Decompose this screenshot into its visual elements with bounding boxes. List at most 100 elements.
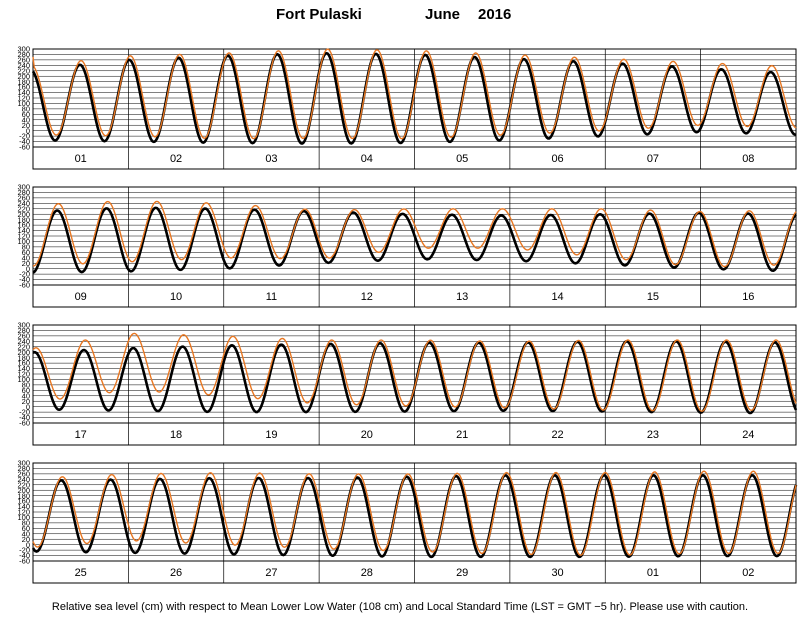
day-label: 26 [170,567,182,579]
y-tick-label: 160 [17,497,30,506]
day-label: 04 [361,153,373,165]
y-tick-label: 80 [22,104,30,113]
day-label: 02 [170,153,182,165]
y-tick-label: 100 [17,99,30,108]
panel-frame [32,186,797,308]
y-tick-label: 280 [17,188,30,197]
day-label: 16 [742,291,754,303]
y-tick-label: 180 [17,491,30,500]
y-tick-label: 80 [22,518,30,527]
tide-chart: 3002802602402202001801601401201008060402… [17,45,798,584]
y-tick-label: 120 [17,94,30,103]
panel-frame [32,48,797,170]
y-tick-label: 60 [22,248,30,257]
y-tick-label: 140 [17,364,30,373]
y-tick-label: 20 [22,259,30,268]
observed-series-line [32,48,797,140]
y-tick-label: 180 [17,215,30,224]
y-tick-label: -20 [19,408,30,417]
day-label: 05 [456,153,468,165]
y-tick-label: 300 [17,45,30,54]
day-label: 22 [551,429,563,441]
y-tick-label: 120 [17,370,30,379]
y-tick-label: 200 [17,210,30,219]
y-tick-label: 160 [17,359,30,368]
y-tick-label: 200 [17,486,30,495]
y-tick-label: 160 [17,83,30,92]
observed-series-line [32,470,797,556]
y-tick-label: -60 [19,143,30,152]
y-tick-label: 180 [17,77,30,86]
y-tick-label: 40 [22,391,30,400]
y-tick-label: 0 [26,264,30,273]
y-tick-label: 160 [17,221,30,230]
day-label: 27 [265,567,277,579]
y-tick-label: -40 [19,413,30,422]
y-tick-label: 140 [17,226,30,235]
y-tick-label: -60 [19,419,30,428]
day-label: 01 [75,153,87,165]
day-label: 01 [647,567,659,579]
chart-caption: Relative sea level (cm) with respect to … [51,601,749,613]
day-label: 23 [647,429,659,441]
y-tick-label: 120 [17,232,30,241]
y-tick-label: 20 [22,535,30,544]
y-tick-label: -40 [19,551,30,560]
y-tick-label: 140 [17,502,30,511]
day-label: 30 [551,567,563,579]
day-label: 15 [647,291,659,303]
y-tick-label: 220 [17,204,30,213]
y-tick-label: 20 [22,397,30,406]
y-tick-label: 240 [17,475,30,484]
day-label: 03 [265,153,277,165]
title-month: June [425,6,461,23]
day-label: 07 [647,153,659,165]
y-tick-label: -20 [19,132,30,141]
day-label: 11 [266,291,277,303]
y-tick-label: 80 [22,380,30,389]
day-label: 02 [742,567,754,579]
y-tick-label: 280 [17,326,30,335]
y-tick-label: 80 [22,242,30,251]
predicted-series-line [32,206,797,274]
y-tick-label: 0 [26,540,30,549]
y-tick-label: 200 [17,348,30,357]
y-tick-label: 260 [17,55,30,64]
y-tick-label: -40 [19,275,30,284]
day-label: 28 [361,567,373,579]
y-tick-label: 300 [17,183,30,192]
y-tick-label: -20 [19,270,30,279]
predicted-series-line [31,473,798,559]
y-tick-label: 260 [17,331,30,340]
day-label: 06 [551,153,563,165]
y-tick-label: 100 [17,237,30,246]
title-station: Fort Pulaski [276,6,362,23]
y-tick-label: -60 [19,557,30,566]
day-label: 21 [456,429,468,441]
y-tick-label: 40 [22,253,30,262]
day-label: 13 [456,291,468,303]
observed-series-line [32,332,797,412]
y-tick-label: 60 [22,524,30,533]
y-tick-label: 140 [17,88,30,97]
y-tick-label: 40 [22,529,30,538]
y-tick-label: 200 [17,72,30,81]
y-tick-label: 60 [22,386,30,395]
day-label: 18 [170,429,182,441]
y-tick-label: -20 [19,546,30,555]
y-tick-label: 40 [22,115,30,124]
y-tick-label: 180 [17,353,30,362]
y-tick-label: 220 [17,342,30,351]
day-label: 09 [75,291,87,303]
day-label: 25 [75,567,87,579]
day-label: 19 [265,429,277,441]
y-tick-label: 240 [17,337,30,346]
day-label: 14 [551,291,563,303]
panel-frame [32,324,797,446]
y-tick-label: 300 [17,459,30,468]
day-label: 10 [170,291,182,303]
y-tick-label: 240 [17,199,30,208]
y-tick-label: 20 [22,121,30,130]
day-label: 20 [361,429,373,441]
day-label: 24 [742,429,754,441]
